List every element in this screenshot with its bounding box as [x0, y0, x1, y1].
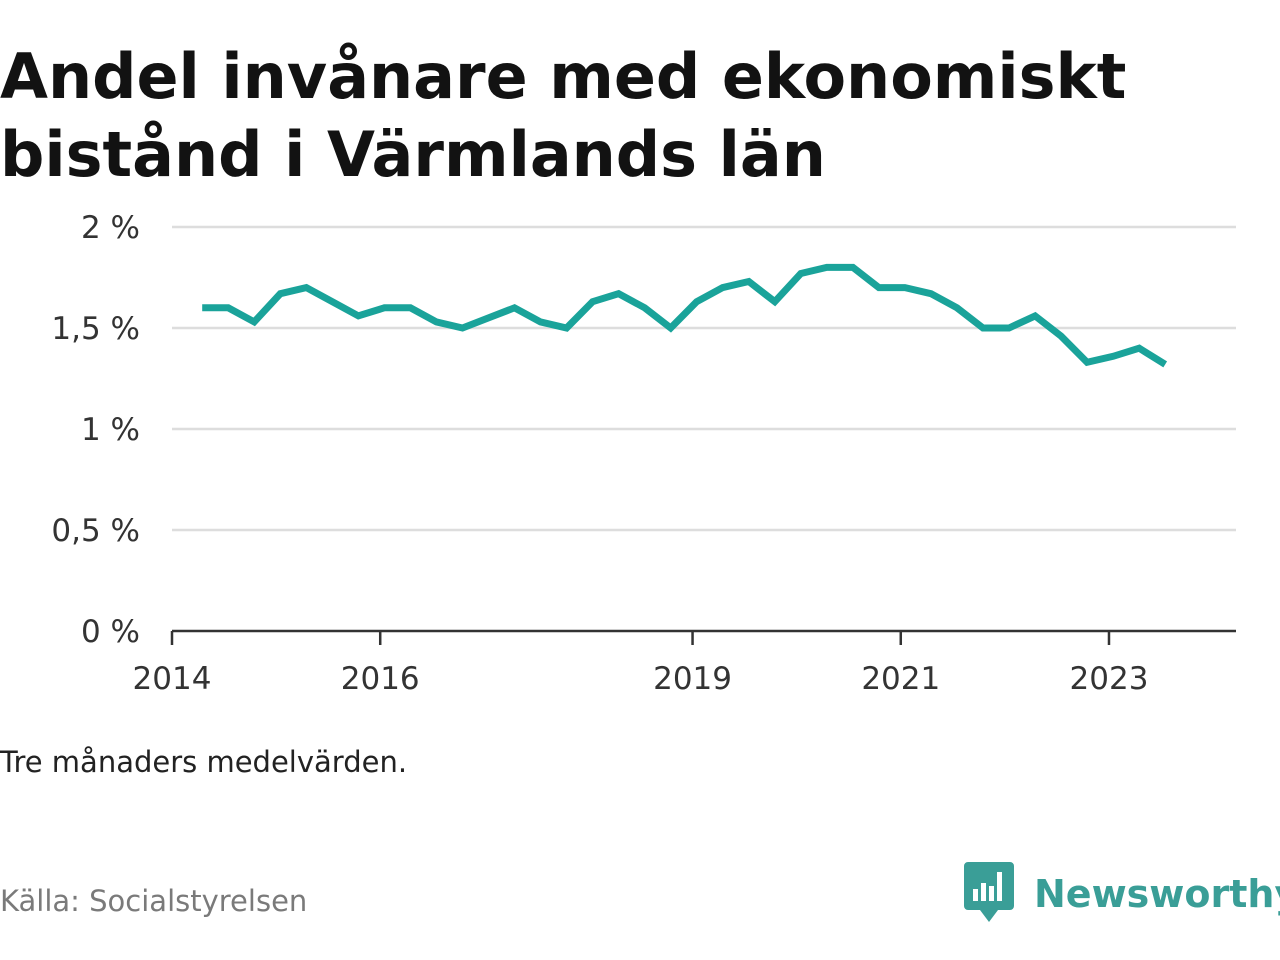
x-tick-label: 2023 [1070, 661, 1149, 697]
brand-name: Newsworthy [1034, 872, 1280, 916]
chart-note: Tre månaders medelvärden. [0, 745, 408, 779]
chart-title: Andel invånare med ekonomiskt bistånd i … [0, 40, 1127, 191]
newsworthy-logo-icon [964, 862, 1014, 922]
y-tick-label: 1 % [81, 412, 140, 448]
y-tick-label: 0 % [81, 614, 140, 650]
y-tick-label: 2 % [81, 210, 140, 246]
series-line [202, 263, 1168, 368]
x-tick-label: 2021 [861, 661, 940, 697]
line-chart: 0 % 0,5 % 1 % 1,5 % 2 % 2014 2016 2019 2021 2023 [51, 210, 1236, 697]
brand-logo: Newsworthy [964, 862, 1280, 926]
x-tick-label: 2016 [341, 661, 420, 697]
gridlines [172, 225, 1236, 532]
series-layer [202, 263, 1168, 368]
x-tick-label: 2019 [653, 661, 732, 697]
y-tick-label: 0,5 % [51, 513, 140, 549]
source-credit: Källa: Socialstyrelsen [0, 884, 308, 918]
x-tick-label: 2014 [133, 661, 212, 697]
x-axis-ticks: 2014 2016 2019 2021 2023 [133, 631, 1149, 697]
y-tick-label: 1,5 % [51, 311, 140, 347]
y-axis-tick-labels: 0 % 0,5 % 1 % 1,5 % 2 % [51, 210, 140, 650]
